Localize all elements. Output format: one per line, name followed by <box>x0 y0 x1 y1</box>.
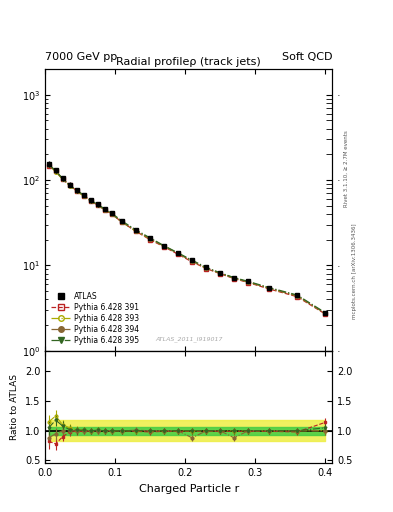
Text: Rivet 3.1.10, ≥ 2.7M events: Rivet 3.1.10, ≥ 2.7M events <box>344 131 349 207</box>
Text: Soft QCD: Soft QCD <box>282 52 332 62</box>
Y-axis label: Ratio to ATLAS: Ratio to ATLAS <box>10 374 19 440</box>
X-axis label: Charged Particle r: Charged Particle r <box>138 484 239 494</box>
Text: mcplots.cern.ch [arXiv:1306.3436]: mcplots.cern.ch [arXiv:1306.3436] <box>352 224 357 319</box>
Title: Radial profileρ (track jets): Radial profileρ (track jets) <box>116 57 261 67</box>
Legend: ATLAS, Pythia 6.428 391, Pythia 6.428 393, Pythia 6.428 394, Pythia 6.428 395: ATLAS, Pythia 6.428 391, Pythia 6.428 39… <box>49 290 141 347</box>
Text: 7000 GeV pp: 7000 GeV pp <box>45 52 118 62</box>
Text: ATLAS_2011_I919017: ATLAS_2011_I919017 <box>155 336 222 343</box>
